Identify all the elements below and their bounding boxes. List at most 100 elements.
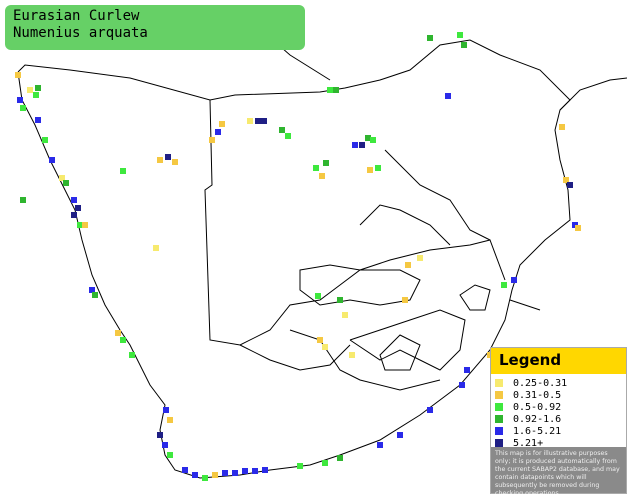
record-dot (129, 352, 135, 358)
record-dot (457, 32, 463, 38)
record-dot (375, 165, 381, 171)
record-dot (255, 118, 261, 124)
record-dot (445, 93, 451, 99)
record-dot (402, 297, 408, 303)
record-dot (247, 118, 253, 124)
record-dot (427, 35, 433, 41)
record-dot (327, 87, 333, 93)
record-dot (575, 225, 581, 231)
record-dot (209, 137, 215, 143)
record-dot (59, 175, 65, 181)
record-dot (359, 142, 365, 148)
legend-swatch (495, 379, 503, 387)
record-dot (370, 137, 376, 143)
border (349, 309, 466, 371)
legend-label: 0.31-0.5 (513, 389, 562, 401)
record-dot (261, 118, 267, 124)
record-dot (89, 287, 95, 293)
border (204, 99, 506, 346)
record-dot (313, 165, 319, 171)
record-dot (27, 87, 33, 93)
record-dot (297, 463, 303, 469)
border (299, 264, 421, 306)
record-dot (427, 407, 433, 413)
record-dot (212, 472, 218, 478)
record-dot (459, 382, 465, 388)
record-dot (232, 470, 238, 476)
species-name: Eurasian Curlew (13, 8, 140, 24)
record-dot (71, 212, 77, 218)
record-dot (63, 180, 69, 186)
record-dot (377, 442, 383, 448)
record-dot (319, 173, 325, 179)
record-dot (563, 177, 569, 183)
record-dot (35, 85, 41, 91)
record-dot (202, 475, 208, 481)
legend-item: 1.6-5.21 (495, 425, 622, 437)
record-dot (322, 344, 328, 350)
record-dot (417, 255, 423, 261)
coastline (17, 71, 627, 479)
record-dot (337, 297, 343, 303)
record-dots (15, 32, 581, 481)
legend-label: 0.92-1.6 (513, 413, 562, 425)
record-dot (559, 124, 565, 130)
record-dot (405, 262, 411, 268)
record-dot (77, 222, 83, 228)
record-dot (219, 121, 225, 127)
record-dot (49, 157, 55, 163)
legend-item: 0.25-0.31 (495, 377, 622, 389)
record-dot (192, 472, 198, 478)
record-dot (172, 159, 178, 165)
record-dot (222, 470, 228, 476)
record-dot (17, 97, 23, 103)
record-dot (365, 135, 371, 141)
legend-label: 0.5-0.92 (513, 401, 562, 413)
record-dot (461, 42, 467, 48)
record-dot (317, 337, 323, 343)
record-dot (115, 330, 121, 336)
record-dot (15, 72, 21, 78)
border (17, 39, 571, 111)
record-dot (464, 367, 470, 373)
record-dot (333, 87, 339, 93)
border (384, 149, 491, 241)
legend-items: 0.25-0.31 0.31-0.5 0.5-0.92 0.92-1.6 1.6-5.2… (491, 374, 626, 452)
record-dot (162, 442, 168, 448)
border (459, 284, 491, 311)
legend-label: 5.21+ (513, 437, 544, 449)
record-dot (342, 312, 348, 318)
legend-item: 5.21+ (495, 437, 622, 449)
record-dot (323, 160, 329, 166)
record-dot (279, 127, 285, 133)
legend-swatch (495, 391, 503, 399)
legend-item: 0.5-0.92 (495, 401, 622, 413)
legend-label: 1.6-5.21 (513, 425, 562, 437)
record-dot (163, 407, 169, 413)
record-dot (20, 197, 26, 203)
legend-note: This map is for illustrative purposes on… (491, 447, 626, 494)
record-dot (511, 277, 517, 283)
legend-label: 0.25-0.31 (513, 377, 568, 389)
legend-swatch (495, 427, 503, 435)
record-dot (82, 222, 88, 228)
record-dot (501, 282, 507, 288)
record-dot (397, 432, 403, 438)
record-dot (349, 352, 355, 358)
border (379, 334, 421, 371)
scientific-name: Numenius arquata (13, 25, 148, 41)
record-dot (153, 245, 159, 251)
record-dot (71, 197, 77, 203)
legend-item: 0.31-0.5 (495, 389, 622, 401)
border (509, 299, 541, 311)
record-dot (567, 182, 573, 188)
record-dot (315, 293, 321, 299)
record-dot (352, 142, 358, 148)
legend: Legend 0.25-0.31 0.31-0.5 0.5-0.92 0.92-1.6… (490, 347, 627, 494)
record-dot (92, 292, 98, 298)
border (289, 329, 441, 391)
record-dot (182, 467, 188, 473)
record-dot (215, 129, 221, 135)
record-dot (42, 137, 48, 143)
